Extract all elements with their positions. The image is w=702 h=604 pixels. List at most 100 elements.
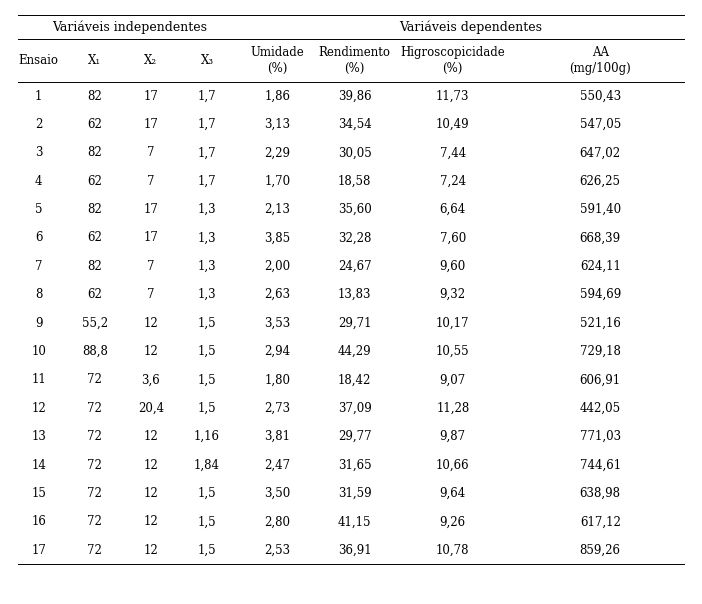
Text: 62: 62 xyxy=(87,118,102,131)
Text: 8: 8 xyxy=(35,288,42,301)
Text: 32,28: 32,28 xyxy=(338,231,371,245)
Text: 10,55: 10,55 xyxy=(436,345,470,358)
Text: 2,53: 2,53 xyxy=(264,544,291,557)
Text: 17: 17 xyxy=(143,231,159,245)
Text: 18,58: 18,58 xyxy=(338,175,371,188)
Text: 1,86: 1,86 xyxy=(264,89,291,103)
Text: 1,84: 1,84 xyxy=(194,458,220,472)
Text: 13,83: 13,83 xyxy=(338,288,371,301)
Text: 62: 62 xyxy=(87,175,102,188)
Text: 2,29: 2,29 xyxy=(264,146,291,159)
Text: 4: 4 xyxy=(35,175,42,188)
Text: 72: 72 xyxy=(87,458,102,472)
Text: 72: 72 xyxy=(87,373,102,387)
Text: 12: 12 xyxy=(143,345,159,358)
Text: 62: 62 xyxy=(87,288,102,301)
Text: 442,05: 442,05 xyxy=(580,402,621,415)
Text: 2,00: 2,00 xyxy=(264,260,291,273)
Text: 55,2: 55,2 xyxy=(81,316,108,330)
Text: 1,5: 1,5 xyxy=(198,544,216,557)
Text: 1,5: 1,5 xyxy=(198,402,216,415)
Text: 12: 12 xyxy=(143,458,159,472)
Text: 10,17: 10,17 xyxy=(436,316,470,330)
Text: X₂: X₂ xyxy=(145,54,157,67)
Text: 11: 11 xyxy=(31,373,46,387)
Text: 12: 12 xyxy=(143,544,159,557)
Text: 9,87: 9,87 xyxy=(439,430,466,443)
Text: 1,3: 1,3 xyxy=(198,203,216,216)
Text: 3,13: 3,13 xyxy=(264,118,291,131)
Text: (%): (%) xyxy=(442,62,463,75)
Text: 1,5: 1,5 xyxy=(198,487,216,500)
Text: 10,66: 10,66 xyxy=(436,458,470,472)
Text: 7: 7 xyxy=(147,175,154,188)
Text: 591,40: 591,40 xyxy=(580,203,621,216)
Text: Higroscopicidade: Higroscopicidade xyxy=(400,46,505,59)
Text: 668,39: 668,39 xyxy=(580,231,621,245)
Text: 39,86: 39,86 xyxy=(338,89,371,103)
Text: 1,5: 1,5 xyxy=(198,373,216,387)
Text: Rendimento: Rendimento xyxy=(319,46,390,59)
Text: 9: 9 xyxy=(35,316,42,330)
Text: 1,5: 1,5 xyxy=(198,316,216,330)
Text: 859,26: 859,26 xyxy=(580,544,621,557)
Text: 29,71: 29,71 xyxy=(338,316,371,330)
Text: 12: 12 xyxy=(31,402,46,415)
Text: 617,12: 617,12 xyxy=(580,515,621,528)
Text: 30,05: 30,05 xyxy=(338,146,371,159)
Text: 1,5: 1,5 xyxy=(198,515,216,528)
Text: 606,91: 606,91 xyxy=(580,373,621,387)
Text: 5: 5 xyxy=(35,203,42,216)
Text: 7: 7 xyxy=(147,146,154,159)
Text: 7,24: 7,24 xyxy=(439,175,466,188)
Text: 3,6: 3,6 xyxy=(142,373,160,387)
Text: 2,63: 2,63 xyxy=(264,288,291,301)
Text: 14: 14 xyxy=(31,458,46,472)
Text: 1,3: 1,3 xyxy=(198,260,216,273)
Text: 72: 72 xyxy=(87,515,102,528)
Text: (%): (%) xyxy=(344,62,365,75)
Text: 1,80: 1,80 xyxy=(264,373,291,387)
Text: 1,7: 1,7 xyxy=(198,175,216,188)
Text: Variáveis dependentes: Variáveis dependentes xyxy=(399,21,542,34)
Text: (%): (%) xyxy=(267,62,288,75)
Text: 36,91: 36,91 xyxy=(338,544,371,557)
Text: 1,3: 1,3 xyxy=(198,288,216,301)
Text: 647,02: 647,02 xyxy=(580,146,621,159)
Text: 2: 2 xyxy=(35,118,42,131)
Text: 35,60: 35,60 xyxy=(338,203,371,216)
Text: 10,49: 10,49 xyxy=(436,118,470,131)
Text: 547,05: 547,05 xyxy=(580,118,621,131)
Text: 16: 16 xyxy=(31,515,46,528)
Text: 7,44: 7,44 xyxy=(439,146,466,159)
Text: 3,50: 3,50 xyxy=(264,487,291,500)
Text: 72: 72 xyxy=(87,430,102,443)
Text: 82: 82 xyxy=(87,260,102,273)
Text: X₁: X₁ xyxy=(88,54,101,67)
Text: 6,64: 6,64 xyxy=(439,203,466,216)
Text: 626,25: 626,25 xyxy=(580,175,621,188)
Text: 2,80: 2,80 xyxy=(264,515,291,528)
Text: 44,29: 44,29 xyxy=(338,345,371,358)
Text: 2,73: 2,73 xyxy=(264,402,291,415)
Text: 12: 12 xyxy=(143,487,159,500)
Text: 9,07: 9,07 xyxy=(439,373,466,387)
Text: 37,09: 37,09 xyxy=(338,402,371,415)
Text: Variáveis independentes: Variáveis independentes xyxy=(53,21,207,34)
Text: 521,16: 521,16 xyxy=(580,316,621,330)
Text: 2,47: 2,47 xyxy=(264,458,291,472)
Text: 594,69: 594,69 xyxy=(580,288,621,301)
Text: 6: 6 xyxy=(35,231,42,245)
Text: 11,28: 11,28 xyxy=(436,402,470,415)
Text: 72: 72 xyxy=(87,402,102,415)
Text: Umidade: Umidade xyxy=(251,46,304,59)
Text: 1,7: 1,7 xyxy=(198,118,216,131)
Text: 2,13: 2,13 xyxy=(264,203,291,216)
Text: 20,4: 20,4 xyxy=(138,402,164,415)
Text: 9,26: 9,26 xyxy=(439,515,466,528)
Text: 550,43: 550,43 xyxy=(580,89,621,103)
Text: 17: 17 xyxy=(143,203,159,216)
Text: 31,65: 31,65 xyxy=(338,458,371,472)
Text: 12: 12 xyxy=(143,316,159,330)
Text: 1,3: 1,3 xyxy=(198,231,216,245)
